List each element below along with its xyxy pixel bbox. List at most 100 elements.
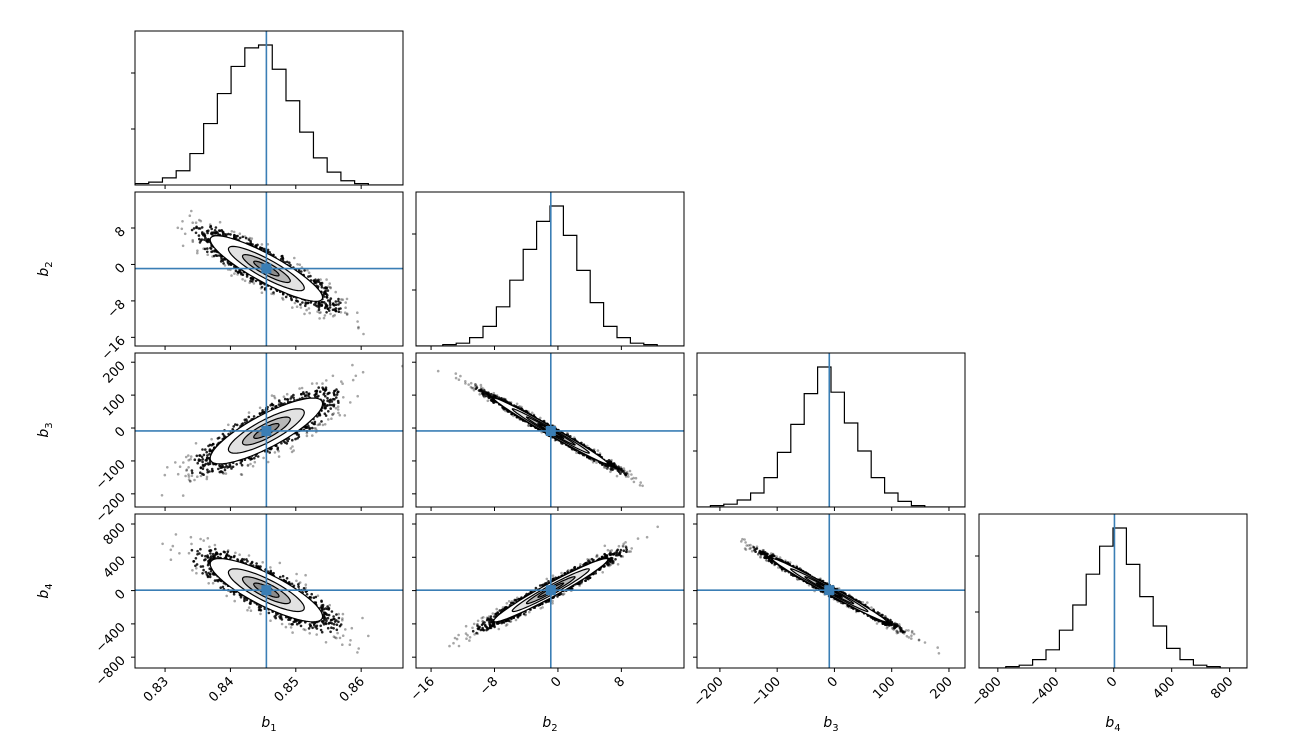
sample-point [290,298,294,302]
sample-point [269,287,273,291]
sample-point [317,308,321,312]
sample-point [195,225,198,229]
sample-point [318,390,322,394]
sample-point [354,374,358,378]
sample-point [243,279,247,283]
sample-point [328,400,332,404]
sample-point [323,412,327,416]
sample-point [285,392,289,396]
sample-point [306,268,309,272]
sample-point [293,256,296,260]
sample-point [303,269,306,272]
sample-point [340,298,343,301]
sample-point [320,304,324,308]
sample-point [181,494,185,497]
sample-point [191,471,194,475]
sample-point [205,239,208,243]
sample-point [329,303,332,307]
sample-point [259,287,263,290]
sample-point [189,455,193,458]
sample-point [258,406,262,410]
sample-point [229,233,232,236]
sample-point [320,284,323,287]
sample-point [312,279,316,282]
sample-point [190,469,194,472]
sample-point [219,260,223,263]
sample-point [209,225,212,229]
sample-point [223,468,227,472]
sample-point [221,230,224,233]
sample-point [205,229,209,233]
sample-point [196,251,199,255]
sample-point [341,298,345,302]
sample-point [207,237,210,241]
sample-point [334,290,338,294]
sample-point [197,234,201,237]
sample-point [307,307,311,310]
sample-point [338,413,342,417]
sample-point [245,275,249,278]
sample-point [223,233,227,236]
sample-point [318,311,321,315]
sample-point [181,244,185,248]
sample-point [240,473,244,477]
sample-point [262,456,265,460]
sample-point [327,418,330,421]
sample-point [337,411,340,415]
sample-point [311,434,314,437]
sample-point [316,395,319,399]
sample-point [328,299,332,302]
sample-point [329,407,333,410]
sample-point [277,455,281,458]
sample-point [232,425,235,428]
sample-point [334,309,337,312]
sample-point [227,423,230,427]
sample-point [187,454,190,457]
sample-point [273,396,277,400]
sample-point [329,286,332,290]
sample-point [283,397,287,401]
sample-point [301,301,304,304]
sample-point [323,306,327,310]
sample-point [302,392,306,396]
sample-point [315,392,318,396]
sample-point [286,400,290,404]
sample-point [351,363,354,367]
sample-point [200,226,204,229]
sample-point [213,250,217,253]
sample-point [187,458,190,462]
sample-point [211,250,214,253]
sample-point [191,221,194,224]
sample-point [206,470,209,474]
sample-point [291,306,294,309]
sample-point [198,454,202,457]
sample-point [259,246,263,250]
panel-frame [134,191,404,347]
sample-point [218,220,222,224]
sample-point [188,479,192,483]
sample-point [357,326,360,330]
sample-point [214,226,218,229]
sample-point [268,451,272,454]
sample-point [210,232,213,235]
sample-point [293,301,297,305]
sample-point [281,402,284,406]
sample-point [289,447,293,450]
sample-point [334,300,338,303]
panel-content [135,31,403,185]
sample-point [272,292,276,296]
sample-point [269,447,273,451]
sample-point [331,308,335,312]
sample-point [307,394,310,398]
sample-point [188,214,192,217]
sample-point [343,414,347,417]
sample-point [309,274,312,278]
sample-point [210,437,213,441]
sample-point [328,301,332,304]
sample-point [192,227,196,230]
sample-point [218,464,221,467]
sample-point [292,396,295,400]
sample-point [198,218,201,222]
sample-point [196,475,199,479]
sample-point [185,469,188,472]
